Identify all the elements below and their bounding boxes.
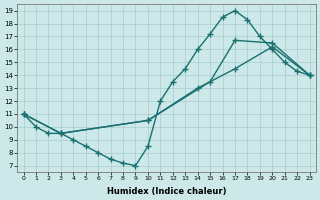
X-axis label: Humidex (Indice chaleur): Humidex (Indice chaleur) [107, 187, 226, 196]
